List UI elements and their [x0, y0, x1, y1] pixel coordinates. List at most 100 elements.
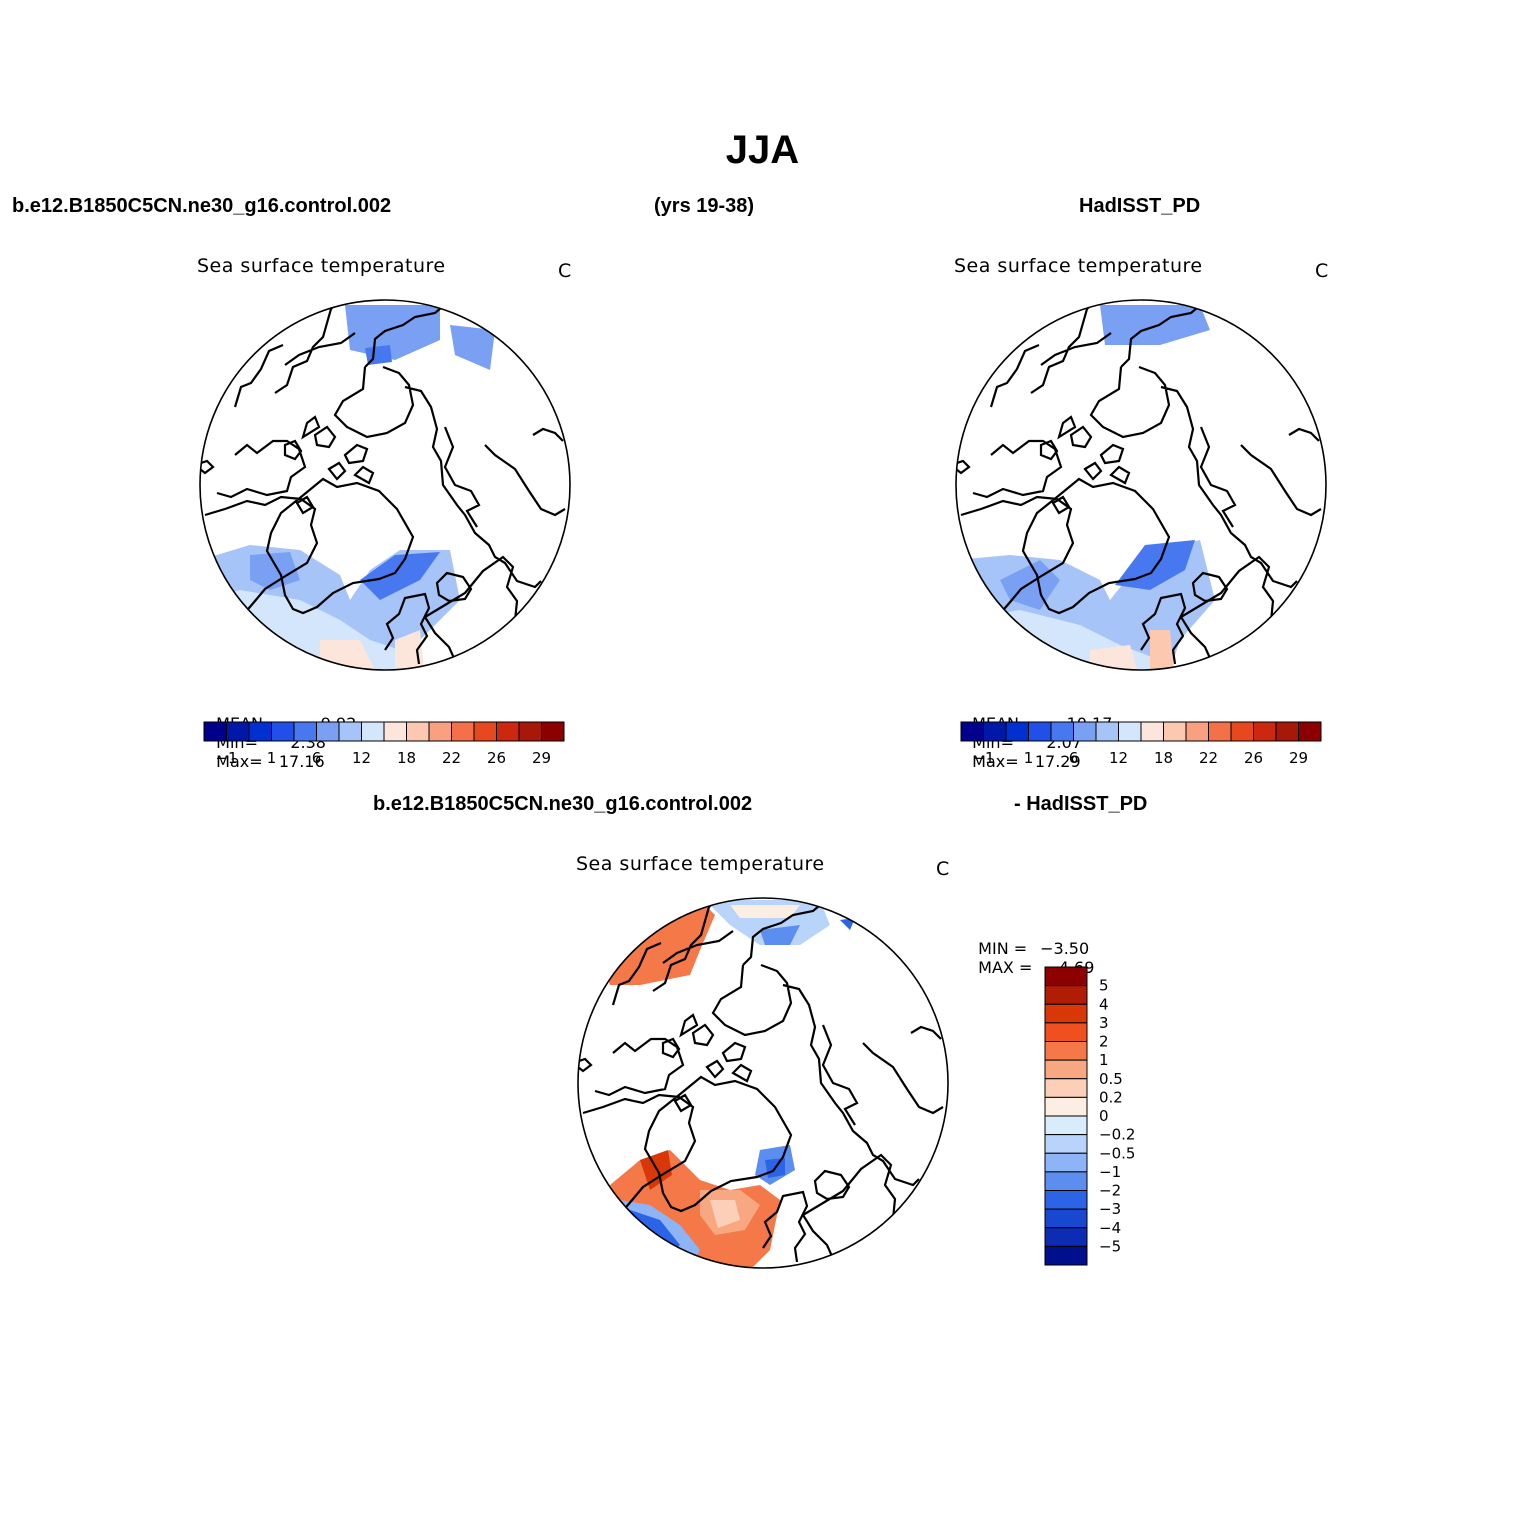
- diff-colorbar-tick-label: −5: [1099, 1237, 1121, 1255]
- diff-map-border: [577, 897, 949, 1269]
- model-colorbar-swatch: [361, 721, 385, 742]
- model-colorbar-swatch: [338, 721, 362, 742]
- obs-colorbar-swatch: [1118, 721, 1142, 742]
- model-colorbar-swatch: [293, 721, 317, 742]
- model-colorbar-swatch: [271, 721, 295, 742]
- diff-min-value: −3.50: [1040, 939, 1090, 958]
- model-map-border: [199, 299, 571, 671]
- model-colorbar: −1 1 6 12 18 22 26 29: [203, 721, 565, 767]
- diff-colorbar-swatch: [1044, 1022, 1088, 1042]
- model-colorbar-tick-label: 26: [487, 749, 506, 767]
- model-colorbar-tick-label: 1: [267, 749, 277, 767]
- diff-colorbar-swatch: [1044, 1078, 1088, 1098]
- obs-colorbar-tick-label: 18: [1154, 749, 1173, 767]
- obs-colorbar-swatch: [1253, 721, 1277, 742]
- diff-colorbar-swatch: [1044, 1134, 1088, 1154]
- obs-colorbar-swatch: [960, 721, 984, 742]
- diff-colorbar-tick-label: 3: [1099, 1014, 1109, 1032]
- diff-colorbar-swatch: [1044, 1208, 1088, 1229]
- model-colorbar-swatch: [316, 721, 340, 742]
- obs-colorbar-swatch: [1140, 721, 1164, 742]
- diff-colorbar-swatch: [1044, 1003, 1088, 1024]
- diff-colorbar-tick-label: 1: [1099, 1051, 1109, 1069]
- diff-colorbar-tick-label: −4: [1099, 1219, 1121, 1237]
- diff-colorbar-swatch: [1044, 1115, 1088, 1136]
- model-colorbar-swatch: [541, 721, 565, 742]
- diff-colorbar-swatch: [1044, 966, 1088, 987]
- obs-colorbar-swatch: [1028, 721, 1052, 742]
- obs-colorbar-tick-label: 22: [1199, 749, 1218, 767]
- diff-colorbar-tick-label: −2: [1099, 1182, 1121, 1200]
- diff-colorbar-swatch: [1044, 1096, 1088, 1117]
- obs-colorbar-swatch: [1163, 721, 1187, 742]
- model-colorbar-swatch: [248, 721, 272, 742]
- diff-max-label: MAX =: [978, 958, 1033, 977]
- model-case-header: b.e12.B1850C5CN.ne30_g16.control.002: [12, 195, 392, 217]
- model-panel-title: Sea surface temperature: [197, 255, 446, 277]
- diff-colorbar-swatch: [1044, 1171, 1088, 1191]
- model-colorbar-swatch: [226, 721, 250, 742]
- diff-colorbar-swatch: [1044, 1059, 1088, 1080]
- diff-panel-units: C: [936, 858, 950, 880]
- model-panel-units: C: [558, 260, 572, 282]
- diff-colorbar-tick-label: 0.2: [1099, 1088, 1123, 1106]
- years-header: (yrs 19-38): [654, 195, 755, 217]
- obs-colorbar-swatch: [983, 721, 1007, 742]
- diff-colorbar-tick-label: 4: [1099, 995, 1109, 1013]
- obs-polar-map: [956, 300, 1326, 670]
- model-polar-map: [200, 300, 570, 670]
- model-colorbar-swatch: [473, 721, 497, 742]
- obs-colorbar-swatch: [1298, 721, 1322, 742]
- obs-colorbar-tick-label: 1: [1024, 749, 1034, 767]
- diff-min-label: MIN =: [978, 939, 1028, 958]
- diff-stats: MIN =−3.50 MAX =4.69: [968, 920, 1094, 977]
- diff-colorbar-tick-label: −1: [1099, 1163, 1121, 1181]
- diff-colorbar-tick-label: 2: [1099, 1033, 1109, 1051]
- model-colorbar-tick-label: 22: [442, 749, 461, 767]
- model-colorbar-tick-label: 29: [532, 749, 551, 767]
- diff-colorbar-tick-label: 5: [1099, 977, 1109, 995]
- diff-colorbar-tick-label: −0.2: [1099, 1126, 1135, 1144]
- obs-colorbar-tick-label: 12: [1109, 749, 1128, 767]
- obs-colorbar-tick-label: 6: [1069, 749, 1079, 767]
- diff-colorbar-tick-label: −3: [1099, 1200, 1121, 1218]
- model-colorbar-tick-label: 18: [397, 749, 416, 767]
- obs-colorbar-swatch: [1005, 721, 1029, 742]
- diff-colorbar-tick-label: −0.5: [1099, 1144, 1135, 1162]
- obs-colorbar-tick-label: 29: [1289, 749, 1308, 767]
- obs-panel-title: Sea surface temperature: [954, 255, 1203, 277]
- obs-map-border: [955, 299, 1327, 671]
- obs-header: HadISST_PD: [1079, 195, 1201, 217]
- obs-colorbar-swatch: [1275, 721, 1299, 742]
- obs-max-label: Max=: [972, 752, 1019, 771]
- model-max-value: 17.16: [278, 752, 325, 771]
- obs-colorbar-tick-label: 26: [1244, 749, 1263, 767]
- model-colorbar-swatch: [383, 721, 407, 742]
- diff-header-left: b.e12.B1850C5CN.ne30_g16.control.002: [373, 793, 753, 815]
- model-colorbar-tick-label: 6: [312, 749, 322, 767]
- model-max-label: Max=: [216, 752, 263, 771]
- diff-colorbar-swatch: [1044, 1245, 1088, 1266]
- diff-colorbar-swatch: [1044, 1041, 1088, 1061]
- obs-colorbar-swatch: [1073, 721, 1097, 742]
- diff-panel-title: Sea surface temperature: [576, 853, 825, 875]
- model-colorbar-swatch: [428, 721, 452, 742]
- diff-colorbar-tick-label: 0: [1099, 1107, 1109, 1125]
- diff-colorbar-tick-label: 0.5: [1099, 1070, 1123, 1088]
- diff-colorbar-swatch: [1044, 1190, 1088, 1210]
- obs-colorbar-swatch: [1095, 721, 1119, 742]
- diff-colorbar-swatch: [1044, 985, 1088, 1005]
- obs-panel-units: C: [1315, 260, 1329, 282]
- model-colorbar-tick-label: 12: [352, 749, 371, 767]
- obs-max-value: 17.29: [1034, 752, 1081, 771]
- obs-colorbar-swatch: [1185, 721, 1209, 742]
- obs-colorbar-swatch: [1208, 721, 1232, 742]
- obs-colorbar-tick-label: −1: [972, 749, 994, 767]
- diff-colorbar-swatch: [1044, 1227, 1088, 1247]
- figure-title: JJA: [725, 128, 800, 172]
- model-colorbar-swatch: [203, 721, 227, 742]
- model-colorbar-swatch: [496, 721, 520, 742]
- model-colorbar-swatch: [451, 721, 475, 742]
- model-colorbar-swatch: [518, 721, 542, 742]
